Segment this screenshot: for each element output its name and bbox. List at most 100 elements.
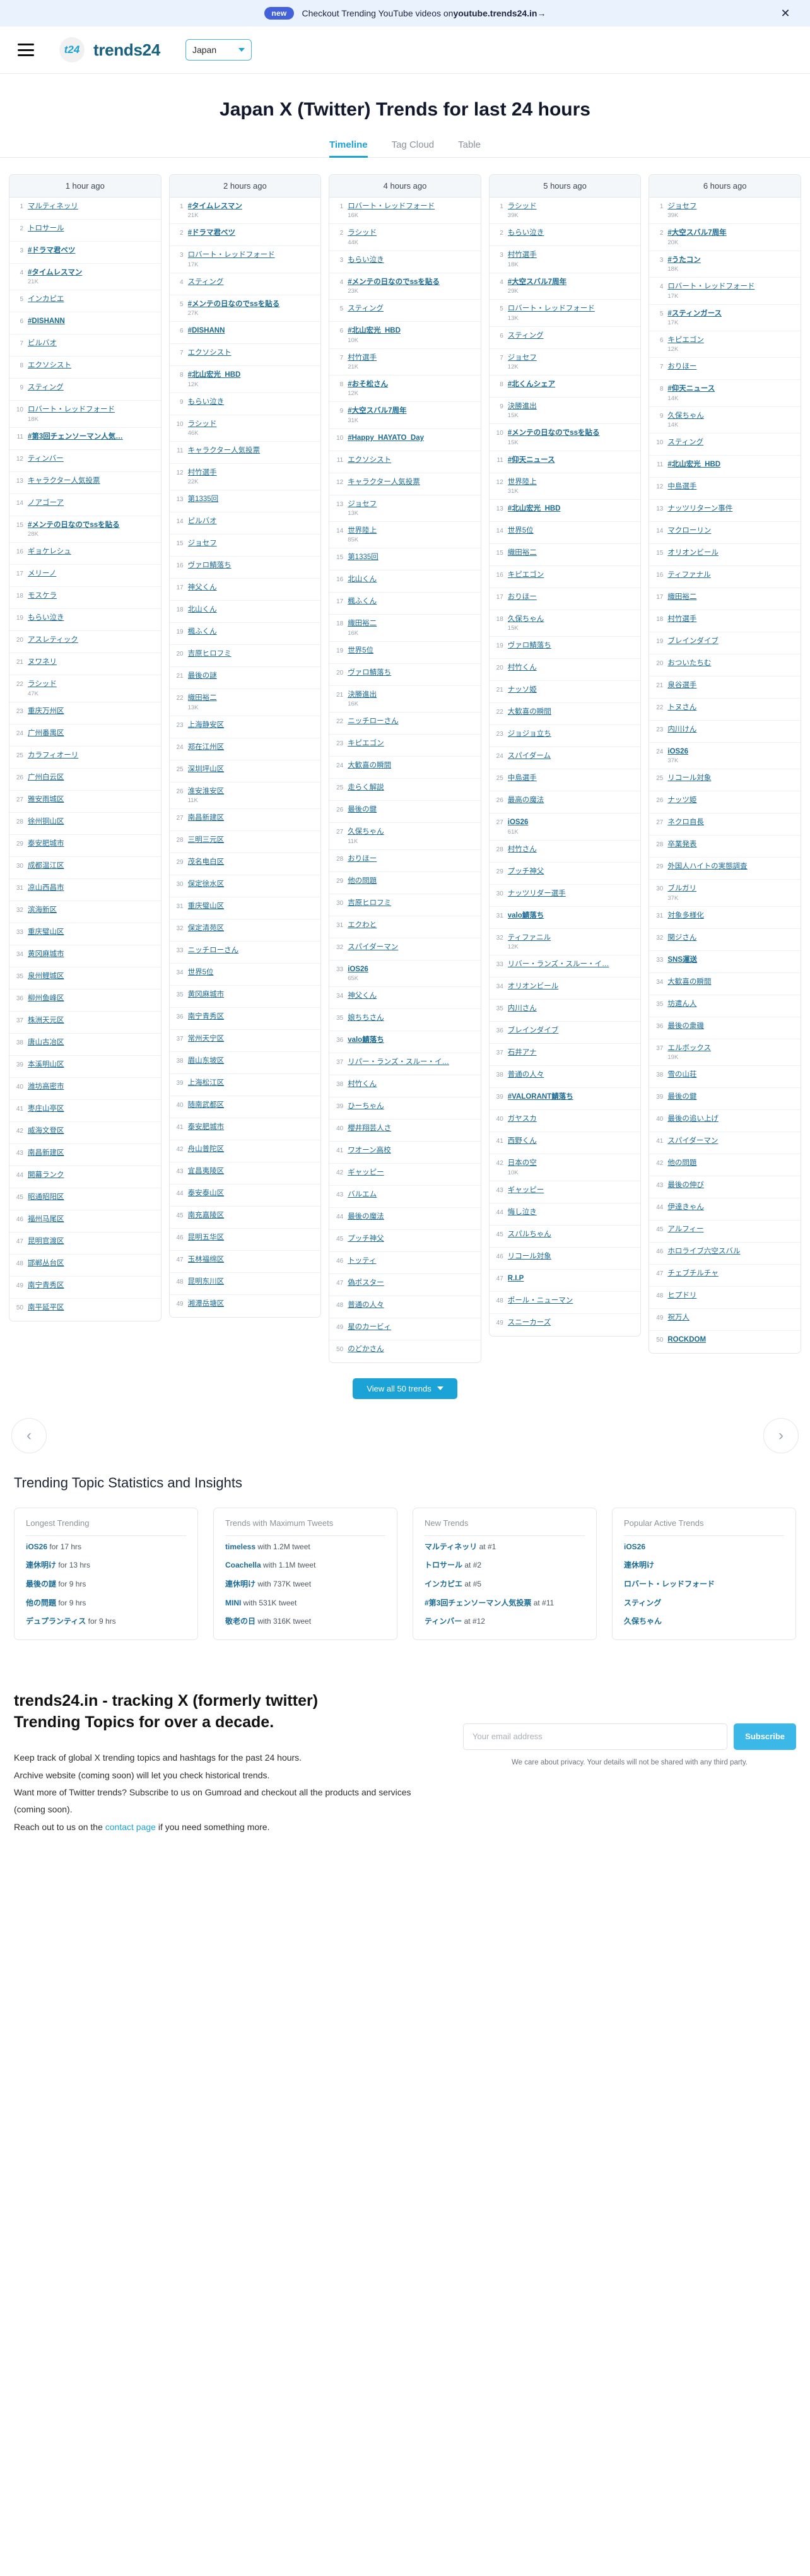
trend-link[interactable]: 中島選手	[667, 483, 697, 490]
trend-row[interactable]: 21 決勝進出 16K	[329, 686, 481, 713]
trend-link[interactable]: 大歓喜の瞬間	[667, 978, 712, 986]
trend-link[interactable]: 上海静安区	[187, 721, 225, 729]
trend-row[interactable]: 18 北山くん	[169, 601, 321, 623]
trend-row[interactable]: 44 伊達きゃん	[649, 1198, 801, 1221]
trend-row[interactable]: 12 中島選手	[649, 478, 801, 500]
trend-row[interactable]: 37 石井アナ	[489, 1044, 641, 1066]
list-item[interactable]: 連休明け with 737K tweet	[225, 1580, 385, 1590]
trend-row[interactable]: 36 valo鯖落ち	[329, 1031, 481, 1053]
trend-link[interactable]: オリオンビール	[507, 983, 559, 991]
trend-row[interactable]: 13 ナッツリターン事件	[649, 500, 801, 522]
insight-item-term[interactable]: 連休明け	[624, 1561, 655, 1570]
trend-link[interactable]: 郑在江州区	[187, 743, 225, 751]
trend-row[interactable]: 33 リバー・ランズ・スルー・イ…	[489, 955, 641, 978]
trend-link[interactable]: #大空スバル7周年	[667, 229, 727, 237]
trend-link[interactable]: おついたちむ	[667, 659, 712, 667]
trend-row[interactable]: 7 ジョセフ 12K	[489, 349, 641, 375]
tab-timeline[interactable]: Timeline	[329, 139, 368, 158]
trend-row[interactable]: 17 楓ふくん	[329, 593, 481, 615]
trend-row[interactable]: 31 対象多様化	[649, 907, 801, 929]
trend-row[interactable]: 3 もらい泣き	[329, 251, 481, 273]
trend-link[interactable]: 櫻井翔芸人さ	[348, 1124, 392, 1132]
close-icon[interactable]: ✕	[780, 7, 790, 20]
trend-row[interactable]: 9 もらい泣き	[169, 393, 321, 415]
trend-row[interactable]: 1 ラシッド 39K	[489, 198, 641, 225]
trend-row[interactable]: 44 泰安泰山区	[169, 1185, 321, 1207]
trend-link[interactable]: もらい泣き	[28, 614, 64, 622]
trend-row[interactable]: 3 ロバート・レッドフォード 17K	[169, 246, 321, 273]
trend-row[interactable]: 35 娘ちちさん	[329, 1009, 481, 1031]
trend-link[interactable]: バルエム	[348, 1190, 377, 1198]
trend-link[interactable]: ジョセフ	[507, 353, 537, 362]
list-item[interactable]: マルティネッリ at #1	[425, 1542, 585, 1552]
insight-item-term[interactable]: #第3回チェンソーマン人気投票	[425, 1598, 532, 1607]
trend-row[interactable]: 38 雪の山荘	[649, 1066, 801, 1089]
trend-row[interactable]: 29 プッチ神父	[489, 863, 641, 885]
trend-link[interactable]: 日本の空	[507, 1159, 537, 1167]
trend-link[interactable]: もらい泣き	[348, 256, 384, 264]
trend-link[interactable]: #VALORANT鯖落ち	[507, 1093, 573, 1101]
trend-row[interactable]: 43 最後の伸び	[649, 1176, 801, 1199]
trend-link[interactable]: 深圳坪山区	[187, 765, 225, 773]
trend-row[interactable]: 27 久保ちゃん 11K	[329, 823, 481, 850]
trend-row[interactable]: 49 星のカービィ	[329, 1318, 481, 1340]
trend-row[interactable]: 4 #メンテの日なのでssを貼る 23K	[329, 273, 481, 300]
trend-link[interactable]: 凉山西昌市	[28, 883, 64, 892]
trend-row[interactable]: 1 ロバート・レッドフォード 16K	[329, 198, 481, 225]
trend-row[interactable]: 12 世界陸上 31K	[489, 473, 641, 500]
trend-row[interactable]: 48 ポール・ニューマン	[489, 1292, 641, 1314]
list-item[interactable]: Coachella with 1.1M tweet	[225, 1561, 385, 1571]
trend-row[interactable]: 2 ラシッド 44K	[329, 224, 481, 251]
trend-link[interactable]: 广州番禺区	[28, 729, 64, 737]
trend-link[interactable]: #ドラマ君ベツ	[28, 247, 76, 254]
trend-link[interactable]: #大空スバル7周年	[348, 407, 407, 415]
trend-link[interactable]: #北山宏光_HBD	[187, 371, 241, 379]
trend-row[interactable]: 3 村竹選手 18K	[489, 246, 641, 273]
trend-row[interactable]: 38 唐山古冶区	[9, 1034, 161, 1056]
trend-row[interactable]: 14 マクローリン	[649, 522, 801, 544]
trend-link[interactable]: アルフィー	[667, 1226, 704, 1234]
trend-row[interactable]: 21 泉谷選手	[649, 676, 801, 699]
trend-link[interactable]: 偽ポスター	[348, 1279, 384, 1287]
trend-link[interactable]: スティング	[348, 305, 384, 313]
trend-row[interactable]: 25 カラフィオーリ	[9, 747, 161, 769]
trend-link[interactable]: ナッツ姫	[667, 796, 697, 805]
list-item[interactable]: トロサール at #2	[425, 1561, 585, 1571]
trend-link[interactable]: メリーノ	[28, 570, 57, 578]
trend-row[interactable]: 45 アルフィー	[649, 1220, 801, 1243]
trend-link[interactable]: 邯郸丛台区	[28, 1259, 64, 1267]
insight-item-term[interactable]: 他の問題	[26, 1598, 57, 1607]
trend-link[interactable]: キャラクター人気投票	[348, 478, 420, 486]
trend-row[interactable]: 49 祝万人	[649, 1309, 801, 1332]
trend-link[interactable]: キピエゴン	[348, 740, 384, 748]
trend-link[interactable]: 南宁青秀区	[28, 1281, 64, 1289]
trend-row[interactable]: 46 ホロライブ六空スバル	[649, 1243, 801, 1265]
list-item[interactable]: デュプランティス for 9 hrs	[26, 1617, 186, 1627]
trend-row[interactable]: 40 最後の追い上げ	[649, 1110, 801, 1133]
trend-link[interactable]: 久保ちゃん	[507, 615, 544, 623]
trend-row[interactable]: 22 トヌさん	[649, 699, 801, 721]
trend-link[interactable]: ヴァロ鯖落ち	[507, 642, 551, 650]
trend-link[interactable]: 常州天宁区	[187, 1035, 225, 1043]
trend-link[interactable]: 大歓喜の瞬間	[507, 708, 551, 716]
trend-row[interactable]: 40 ガヤスカ	[489, 1110, 641, 1133]
trend-row[interactable]: 11 エクソシスト	[329, 451, 481, 473]
trend-link[interactable]: 黄冈麻城市	[187, 991, 225, 998]
trend-row[interactable]: 46 トッティ	[329, 1252, 481, 1274]
trend-link[interactable]: 石井アナ	[507, 1049, 537, 1057]
insight-item-term[interactable]: Coachella	[225, 1561, 261, 1570]
trend-row[interactable]: 48 普通の人々	[329, 1296, 481, 1318]
trend-row[interactable]: 27 iOS26 61K	[489, 813, 641, 841]
trend-row[interactable]: 24 郑在江州区	[169, 738, 321, 760]
trend-link[interactable]: 織田裕二	[187, 694, 217, 702]
list-item[interactable]: MINI with 531K tweet	[225, 1598, 385, 1609]
trend-row[interactable]: 1 ジョセフ 39K	[649, 198, 801, 225]
trend-link[interactable]: 織田裕二	[507, 549, 537, 557]
trend-link[interactable]: #うたコン	[667, 256, 701, 264]
trend-row[interactable]: 4 スティング	[169, 273, 321, 295]
trend-link[interactable]: 枣庄山亭区	[28, 1104, 64, 1113]
trend-row[interactable]: 3 #ドラマ君ベツ	[9, 242, 161, 264]
insight-item-term[interactable]: インカピエ	[425, 1580, 463, 1589]
trend-row[interactable]: 24 スパイダーム	[489, 747, 641, 770]
trend-row[interactable]: 42 他の問題	[649, 1154, 801, 1177]
